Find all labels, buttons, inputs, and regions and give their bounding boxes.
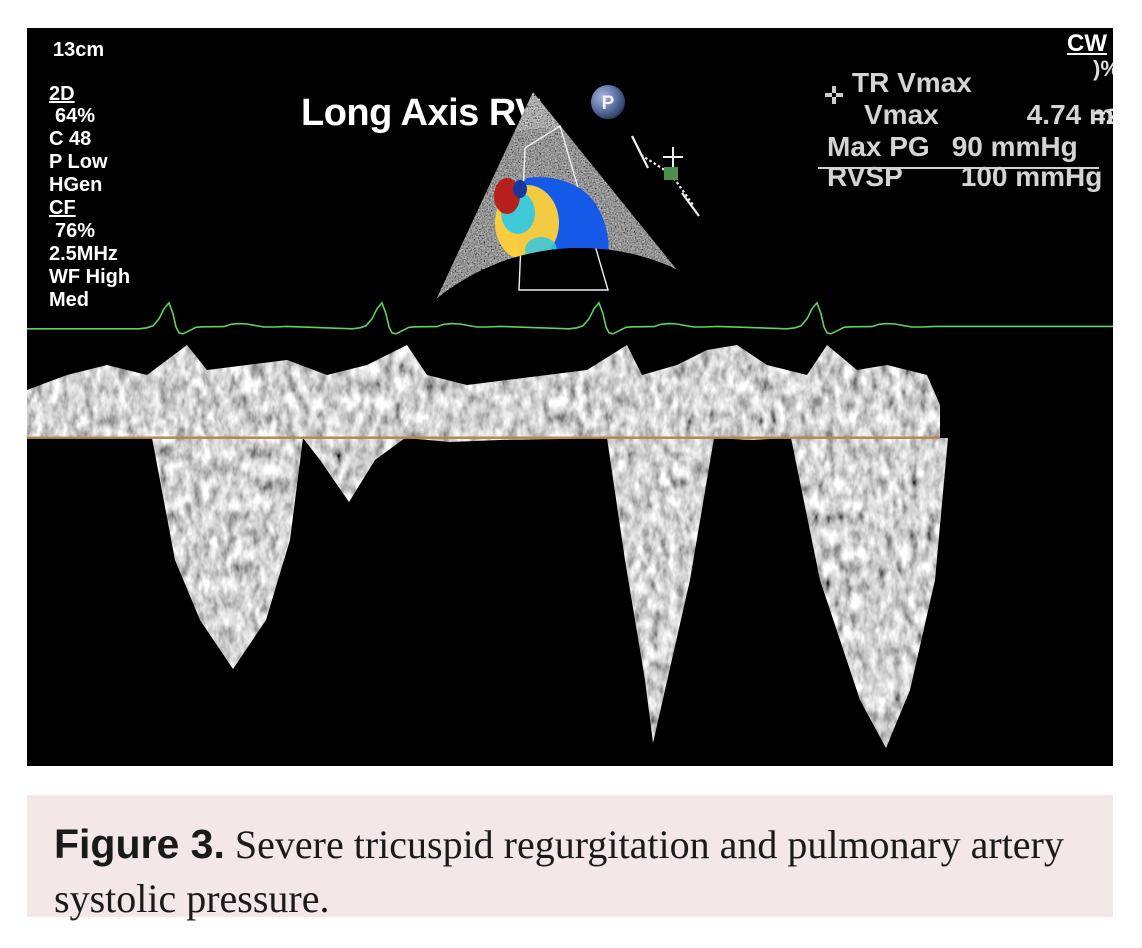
svg-text:P: P (602, 93, 615, 114)
